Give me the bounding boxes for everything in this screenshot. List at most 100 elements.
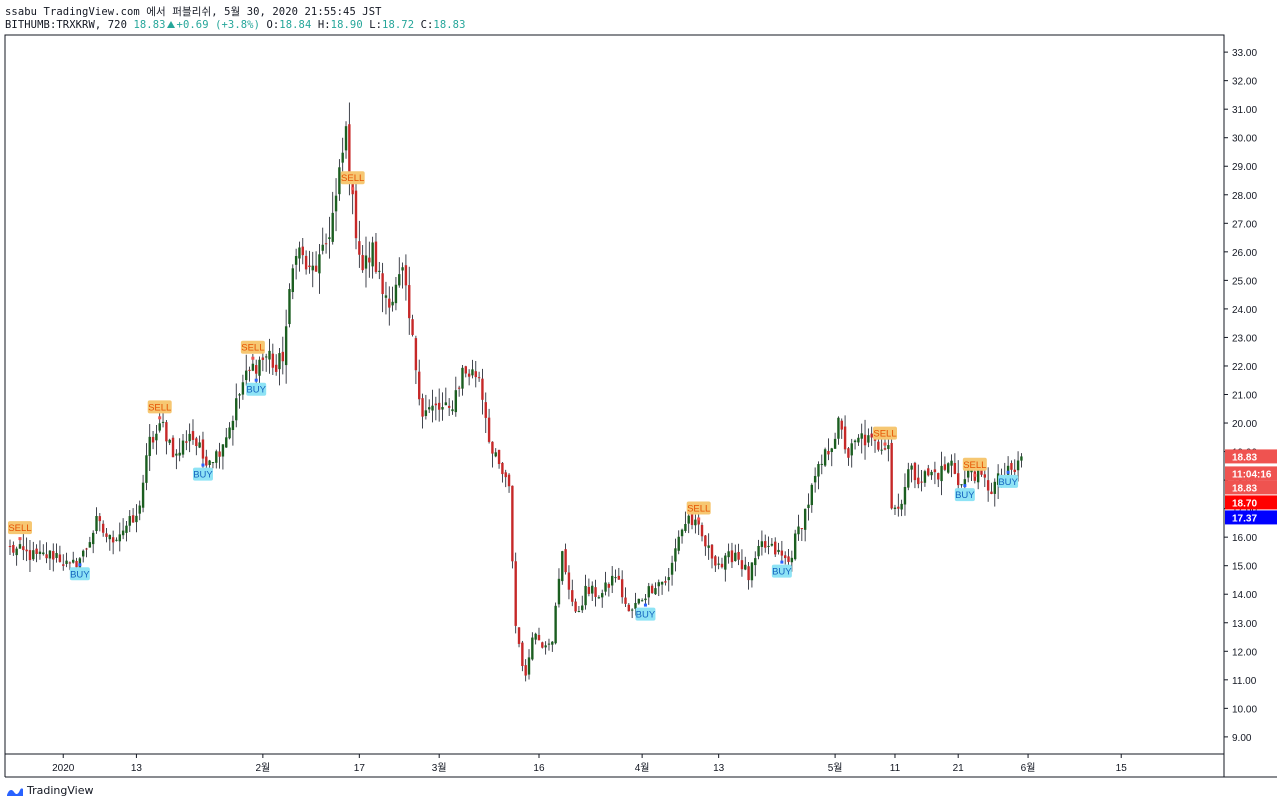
price-tag bbox=[1225, 480, 1277, 495]
candle-down bbox=[8, 545, 12, 547]
candle-down bbox=[883, 448, 887, 450]
candle-down bbox=[863, 434, 867, 446]
y-tick-label: 20.00 bbox=[1232, 419, 1257, 430]
candle-up bbox=[148, 436, 151, 456]
candle-down bbox=[587, 586, 591, 594]
buy-dot bbox=[780, 560, 784, 564]
candle-up bbox=[634, 602, 637, 609]
sell-signal-label: SELL bbox=[873, 429, 896, 440]
candle-down bbox=[165, 422, 168, 442]
candle-down bbox=[840, 420, 843, 430]
candle-up bbox=[311, 265, 314, 271]
candle-up bbox=[893, 507, 897, 509]
candle-down bbox=[248, 369, 251, 371]
candle-up bbox=[900, 503, 903, 510]
candle-up bbox=[454, 390, 458, 413]
candle-up bbox=[294, 256, 298, 265]
candle-down bbox=[730, 550, 734, 563]
candle-up bbox=[461, 367, 464, 389]
candle-down bbox=[447, 405, 451, 408]
candle-down bbox=[594, 587, 597, 597]
candle-down bbox=[953, 463, 957, 474]
candle-up bbox=[178, 452, 181, 456]
candle-up bbox=[181, 440, 185, 455]
candle-down bbox=[943, 464, 947, 470]
candle-down bbox=[324, 243, 328, 245]
candle-up bbox=[630, 609, 634, 611]
candle-up bbox=[903, 487, 907, 505]
high-label: H: bbox=[317, 19, 331, 31]
candle-up bbox=[534, 633, 537, 640]
candle-down bbox=[421, 398, 424, 417]
buy-signal-box bbox=[998, 474, 1019, 488]
candle-up bbox=[667, 577, 670, 581]
y-tick-label: 14.00 bbox=[1232, 590, 1257, 601]
sell-signal-label: SELL bbox=[241, 343, 264, 354]
candle-down bbox=[747, 566, 750, 581]
candle-up bbox=[215, 451, 218, 463]
candle-down bbox=[507, 474, 511, 487]
y-tick-label: 27.00 bbox=[1232, 219, 1257, 230]
candle-up bbox=[158, 423, 161, 431]
candle-up bbox=[793, 533, 797, 560]
candle-down bbox=[617, 575, 621, 580]
buy-signal-box bbox=[635, 607, 656, 621]
candle-down bbox=[607, 584, 611, 588]
candle-down bbox=[983, 474, 987, 478]
candle-up bbox=[684, 523, 687, 531]
candle-up bbox=[91, 532, 95, 545]
candle-down bbox=[191, 431, 195, 440]
candle-down bbox=[774, 541, 777, 555]
candle-down bbox=[361, 255, 364, 271]
candle-up bbox=[241, 382, 245, 395]
footer-brand[interactable]: TradingView bbox=[6, 784, 93, 797]
candle-down bbox=[1010, 463, 1013, 470]
sell-dot bbox=[697, 517, 701, 521]
candle-up bbox=[81, 550, 85, 557]
candle-down bbox=[937, 473, 940, 480]
candle-down bbox=[301, 246, 304, 256]
buy-dot bbox=[1006, 470, 1010, 474]
candle-up bbox=[817, 464, 820, 477]
candle-up bbox=[657, 582, 660, 587]
y-tick-label: 32.00 bbox=[1232, 77, 1257, 88]
candle-down bbox=[62, 564, 65, 566]
candle-up bbox=[993, 481, 996, 494]
candle-up bbox=[577, 611, 581, 613]
candle-down bbox=[740, 560, 744, 570]
candle-down bbox=[388, 298, 391, 308]
candle-down bbox=[261, 357, 265, 360]
candle-up bbox=[424, 410, 428, 416]
x-tick-label: 17 bbox=[354, 763, 366, 774]
candle-down bbox=[541, 642, 544, 648]
candle-down bbox=[22, 546, 25, 551]
candle-down bbox=[98, 516, 102, 522]
candle-up bbox=[238, 394, 241, 396]
candle-down bbox=[697, 519, 700, 525]
price-tag bbox=[1225, 495, 1277, 510]
candle-up bbox=[660, 581, 664, 585]
candle-up bbox=[923, 471, 927, 483]
candle-up bbox=[554, 605, 557, 644]
candle-up bbox=[42, 552, 45, 555]
candle-up bbox=[850, 443, 853, 456]
candle-up bbox=[441, 407, 444, 410]
sell-signal-label: SELL bbox=[963, 460, 986, 471]
price-tag-label: 11:04:16 bbox=[1232, 469, 1272, 480]
candle-up bbox=[331, 212, 334, 242]
candle-down bbox=[437, 402, 441, 410]
candle-up bbox=[288, 289, 291, 325]
close-value: 18.83 bbox=[433, 19, 466, 31]
candle-down bbox=[571, 590, 574, 602]
candle-up bbox=[208, 460, 211, 466]
sell-signal-box bbox=[340, 171, 365, 185]
candle-down bbox=[314, 265, 318, 272]
candle-up bbox=[38, 551, 42, 554]
buy-signal-label: BUY bbox=[246, 385, 266, 396]
x-tick-label: 13 bbox=[713, 763, 725, 774]
y-tick-label: 22.00 bbox=[1232, 362, 1257, 373]
buy-signal-box bbox=[246, 382, 267, 396]
candle-up bbox=[557, 578, 561, 605]
candle-down bbox=[474, 371, 477, 378]
